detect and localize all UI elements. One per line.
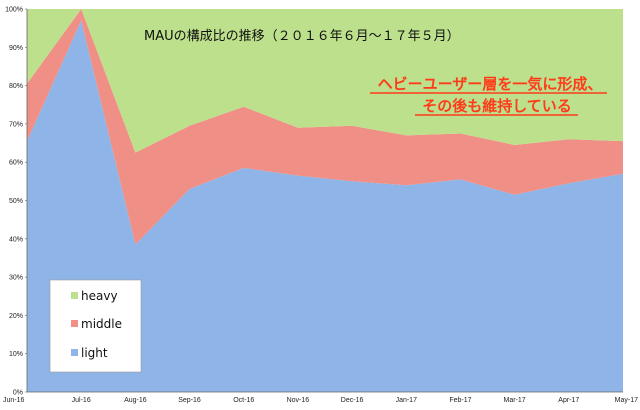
x-tick-label: Jan-17: [396, 397, 418, 404]
x-tick-label: Mar-17: [504, 397, 526, 404]
x-tick-label: Dec-16: [341, 397, 364, 404]
y-tick-label: 80%: [9, 83, 23, 90]
legend-swatch-heavy: [71, 292, 78, 299]
x-tick-label: Sep-16: [178, 397, 201, 404]
y-tick-label: 90%: [9, 45, 23, 52]
x-axis: Jun-16 Jul-16 Aug-16 Sep-16 Oct-16 Nov-16 Dec-…: [3, 391, 638, 404]
x-tick-label: Feb-17: [449, 397, 471, 404]
y-tick-label: 20%: [9, 313, 23, 320]
annotation: ヘビーユーザー層を一気に形成、 その後も維持している: [370, 75, 607, 116]
x-tick-label: May-17: [615, 397, 638, 404]
y-axis: 0% 10% 20% 30% 40% 50% 60% 70% 80% 90% 100%: [5, 7, 28, 397]
legend-label-light: light: [81, 346, 108, 360]
x-tick-label: Jun-16: [3, 397, 25, 404]
x-tick-label: Oct-16: [233, 397, 254, 404]
legend-box: [49, 279, 142, 373]
legend-label-middle: middle: [81, 317, 122, 331]
y-tick-label: 0%: [13, 390, 23, 397]
y-tick-label: 70%: [9, 121, 23, 128]
y-tick-label: 60%: [9, 160, 23, 167]
y-tick-label: 10%: [9, 351, 23, 358]
legend: heavy middle light: [49, 279, 142, 373]
chart-title: MAUの構成比の推移（２０１６年６月〜１７年５月）: [144, 29, 460, 44]
y-tick-label: 50%: [9, 198, 23, 205]
annotation-line-1: ヘビーユーザー層を一気に形成、: [378, 75, 603, 93]
area-light: [27, 20, 623, 392]
y-tick-label: 100%: [5, 7, 23, 14]
x-tick-label: Nov-16: [287, 397, 310, 404]
x-tick-label: Aug-16: [124, 397, 147, 404]
x-tick-label: Apr-17: [558, 397, 579, 404]
area-heavy: [27, 9, 623, 153]
y-tick-label: 40%: [9, 236, 23, 243]
annotation-line-2: その後も維持している: [422, 97, 572, 115]
legend-swatch-middle: [71, 320, 78, 327]
area-layers: [27, 9, 623, 392]
legend-swatch-light: [71, 349, 78, 356]
x-tick-label: Jul-16: [72, 397, 91, 404]
legend-label-heavy: heavy: [81, 289, 118, 303]
y-tick-label: 30%: [9, 275, 23, 282]
